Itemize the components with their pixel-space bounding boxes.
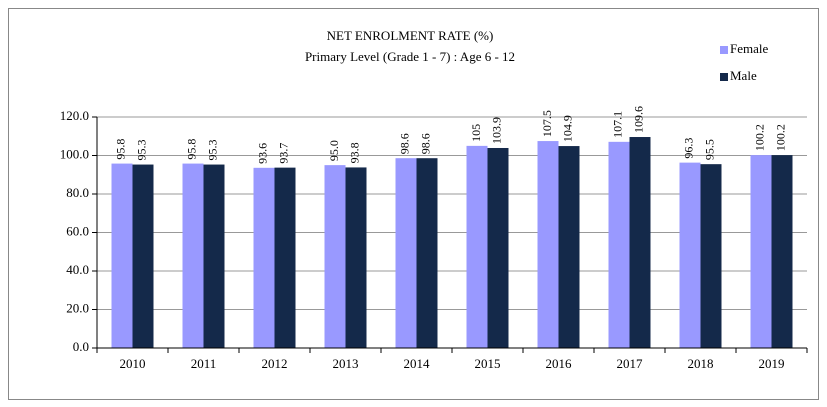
y-tick-label: 60.0: [66, 223, 89, 238]
bar: [182, 163, 204, 348]
x-tick-label: 2014: [404, 356, 431, 371]
value-label: 93.6: [256, 143, 270, 164]
legend-label: Male: [730, 68, 757, 83]
legend-label: Female: [730, 41, 768, 56]
value-label: 96.3: [682, 138, 696, 159]
bar: [253, 167, 275, 348]
y-tick-label: 120.0: [60, 108, 89, 123]
bar: [466, 145, 488, 348]
x-tick-label: 2013: [333, 356, 359, 371]
value-label: 104.9: [561, 115, 575, 142]
value-label: 95.8: [185, 139, 199, 160]
x-tick-label: 2017: [617, 356, 644, 371]
bar: [487, 147, 509, 348]
bar: [750, 155, 772, 348]
y-tick-label: 20.0: [66, 300, 89, 315]
x-tick-label: 2012: [262, 356, 288, 371]
value-label: 95.3: [135, 140, 149, 161]
bar: [608, 141, 630, 348]
bar: [416, 158, 438, 348]
bar: [537, 141, 559, 348]
value-label: 100.2: [753, 124, 767, 151]
y-tick-label: 40.0: [66, 262, 89, 277]
bar: [629, 137, 651, 348]
x-tick-label: 2016: [546, 356, 573, 371]
x-tick-label: 2011: [191, 356, 217, 371]
x-tick-label: 2019: [759, 356, 785, 371]
y-tick-label: 0.0: [73, 339, 89, 354]
value-label: 107.1: [611, 111, 625, 138]
x-tick-label: 2015: [475, 356, 501, 371]
value-label: 105: [469, 124, 483, 142]
value-label: 100.2: [774, 124, 788, 151]
value-label: 98.6: [398, 133, 412, 154]
x-tick-label: 2010: [120, 356, 146, 371]
bar: [771, 155, 793, 348]
value-label: 93.7: [277, 143, 291, 164]
chart-subtitle: Primary Level (Grade 1 - 7) : Age 6 - 12: [305, 49, 515, 64]
value-label: 98.6: [419, 133, 433, 154]
value-label: 103.9: [490, 117, 504, 144]
bar: [111, 163, 133, 348]
y-tick-label: 80.0: [66, 185, 89, 200]
value-label: 95.0: [327, 140, 341, 161]
bar: [324, 165, 346, 348]
bar: [700, 164, 722, 348]
value-label: 95.3: [206, 140, 220, 161]
bar: [679, 162, 701, 348]
value-label: 95.8: [114, 139, 128, 160]
value-label: 93.8: [348, 142, 362, 163]
y-tick-label: 100.0: [60, 146, 89, 161]
bar: [558, 146, 580, 348]
legend-swatch: [720, 73, 728, 81]
legend-swatch: [720, 46, 728, 54]
value-label: 109.6: [632, 106, 646, 133]
x-tick-label: 2018: [688, 356, 714, 371]
bar: [132, 164, 154, 348]
bar: [203, 164, 225, 348]
chart-title: NET ENROLMENT RATE (%): [327, 28, 494, 43]
bar: [395, 158, 417, 348]
value-label: 107.5: [540, 110, 554, 137]
bar: [345, 167, 367, 348]
bar: [274, 167, 296, 348]
value-label: 95.5: [703, 139, 717, 160]
